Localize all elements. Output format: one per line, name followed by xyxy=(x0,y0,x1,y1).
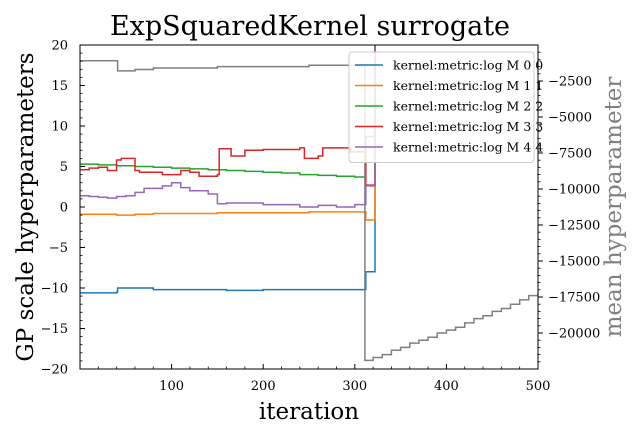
legend-entry-label: kernel:metric:log M 4 4 xyxy=(393,140,543,155)
y-axis-label: GP scale hyperparameters xyxy=(13,52,39,361)
y2-axis-label: mean hyperparameter xyxy=(601,77,627,338)
y2-tick-label: −15000 xyxy=(548,255,600,270)
x-tick-label: 400 xyxy=(434,379,459,394)
x-tick-label: 500 xyxy=(526,379,551,394)
y-tick-label: 5 xyxy=(60,160,68,175)
series-line-1 xyxy=(80,45,376,221)
legend-entry-label: kernel:metric:log M 3 3 xyxy=(393,119,543,134)
y-tick-label: −5 xyxy=(49,241,68,256)
legend: kernel:metric:log M 0 0 kernel:metric:log… xyxy=(348,51,543,163)
legend-box xyxy=(348,51,535,163)
y2-tick-label: −2500 xyxy=(548,75,592,90)
y2-tick-label: −7500 xyxy=(548,147,592,162)
x-tick-label: 200 xyxy=(251,379,276,394)
y2-tick-label: −10000 xyxy=(548,183,600,198)
y-tick-label: 0 xyxy=(60,201,68,216)
y-tick-label: −10 xyxy=(41,282,68,297)
y2-tick-label: −5000 xyxy=(548,111,592,126)
series-line-5 xyxy=(80,60,538,362)
y-tick-label: 20 xyxy=(51,39,68,54)
series-line-4 xyxy=(80,45,376,208)
x-tick-label: 100 xyxy=(159,379,184,394)
y-tick-label: 10 xyxy=(51,120,68,135)
plot-frame xyxy=(79,44,539,370)
y2-tick-label: −20000 xyxy=(548,327,600,342)
series-line-0 xyxy=(80,45,376,294)
legend-entry-label: kernel:metric:log M 2 2 xyxy=(393,99,543,114)
axis-ticks: 100 200 300 400 500 −20 −15 −10 −5 0 5 10 15 20 −20000… xyxy=(41,39,601,395)
y2-tick-label: −17500 xyxy=(548,291,600,306)
y-tick-label: −15 xyxy=(41,322,68,337)
x-tick-label: 300 xyxy=(342,379,367,394)
y2-tick-label: −12500 xyxy=(548,219,600,234)
y-tick-label: 15 xyxy=(51,79,68,94)
legend-entry-label: kernel:metric:log M 0 0 xyxy=(393,58,543,73)
series-line-3 xyxy=(80,45,376,186)
y-tick-label: −20 xyxy=(41,363,68,378)
x-axis-label: iteration xyxy=(259,399,359,425)
legend-entry-label: kernel:metric:log M 1 1 xyxy=(393,78,543,93)
chart-title: ExpSquaredKernel surrogate xyxy=(110,11,510,42)
